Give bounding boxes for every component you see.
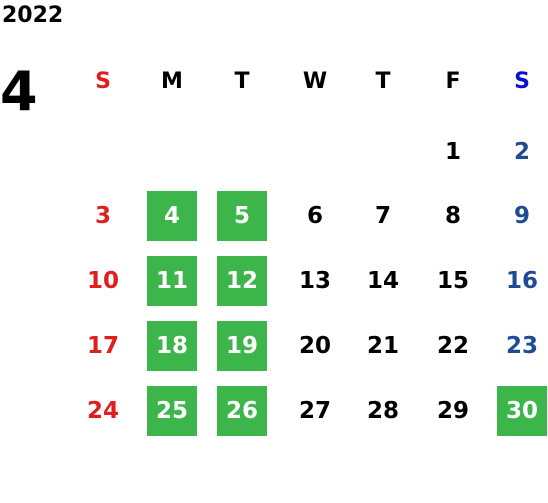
day: 24 (86, 398, 119, 424)
day: 8 (444, 203, 461, 229)
highlighted-day: 11 (147, 256, 197, 306)
weekday-header: T (375, 68, 391, 94)
day: 28 (366, 398, 399, 424)
day: 9 (513, 203, 530, 229)
weekday-header: S (95, 68, 111, 94)
month: 4 (0, 60, 38, 123)
day: 22 (436, 333, 469, 359)
day: 10 (86, 268, 119, 294)
day: 14 (366, 268, 399, 294)
year: 2022 (2, 3, 64, 28)
day: 2 (513, 139, 530, 165)
highlighted-day: 25 (147, 386, 197, 436)
weekday-header: M (161, 68, 183, 94)
day: 23 (505, 333, 538, 359)
highlighted-day: 19 (217, 321, 267, 371)
highlighted-day: 5 (217, 191, 267, 241)
day: 3 (94, 203, 111, 229)
day: 20 (298, 333, 331, 359)
day: 7 (374, 203, 391, 229)
day: 6 (306, 203, 323, 229)
day: 27 (298, 398, 331, 424)
day: 15 (436, 268, 469, 294)
day: 29 (436, 398, 469, 424)
day: 17 (86, 333, 119, 359)
highlighted-day: 26 (217, 386, 267, 436)
weekday-header: W (302, 68, 328, 94)
highlighted-day: 12 (217, 256, 267, 306)
day: 16 (505, 268, 538, 294)
weekday-header: S (514, 68, 530, 94)
day: 21 (366, 333, 399, 359)
day: 13 (298, 268, 331, 294)
weekday-header: T (234, 68, 250, 94)
highlighted-day: 30 (497, 386, 547, 436)
highlighted-day: 18 (147, 321, 197, 371)
day: 1 (444, 139, 461, 165)
highlighted-day: 4 (147, 191, 197, 241)
weekday-header: F (445, 68, 461, 94)
